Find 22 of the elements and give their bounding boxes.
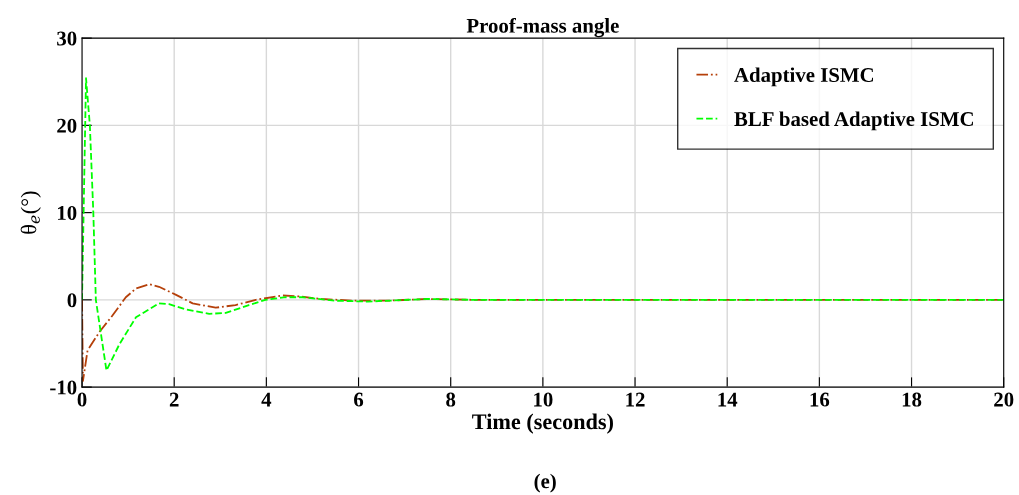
x-tick-label: 4	[261, 392, 272, 407]
x-tick-label: 12	[626, 392, 645, 407]
x-tick-label: 2	[169, 392, 179, 407]
chart-title: Proof-mass angle	[466, 17, 619, 38]
y-tick-label: 0	[67, 293, 77, 308]
y-tick-label: 20	[57, 118, 77, 133]
x-tick-label: 0	[77, 392, 87, 407]
y-axis-title: θ$_{e}$(°)	[20, 191, 41, 234]
y-tick-label: -10	[50, 380, 77, 395]
y-tick-label: 10	[58, 205, 77, 221]
legend-label: BLF based Adaptive ISMC	[734, 111, 973, 131]
x-tick-label: 18	[902, 392, 922, 407]
x-tick-label: 14	[718, 392, 738, 407]
x-tick-label: 10	[534, 392, 553, 407]
legend-label: Adaptive ISMC	[734, 67, 874, 87]
x-axis-title: Time (seconds)	[472, 413, 613, 434]
x-tick-label: 6	[354, 392, 364, 407]
x-tick-label: 16	[810, 392, 830, 407]
y-tick-label: 30	[57, 31, 77, 46]
text: (e)	[534, 473, 556, 493]
x-tick-label: 20	[994, 392, 1014, 407]
x-tick-label: 8	[446, 392, 456, 407]
